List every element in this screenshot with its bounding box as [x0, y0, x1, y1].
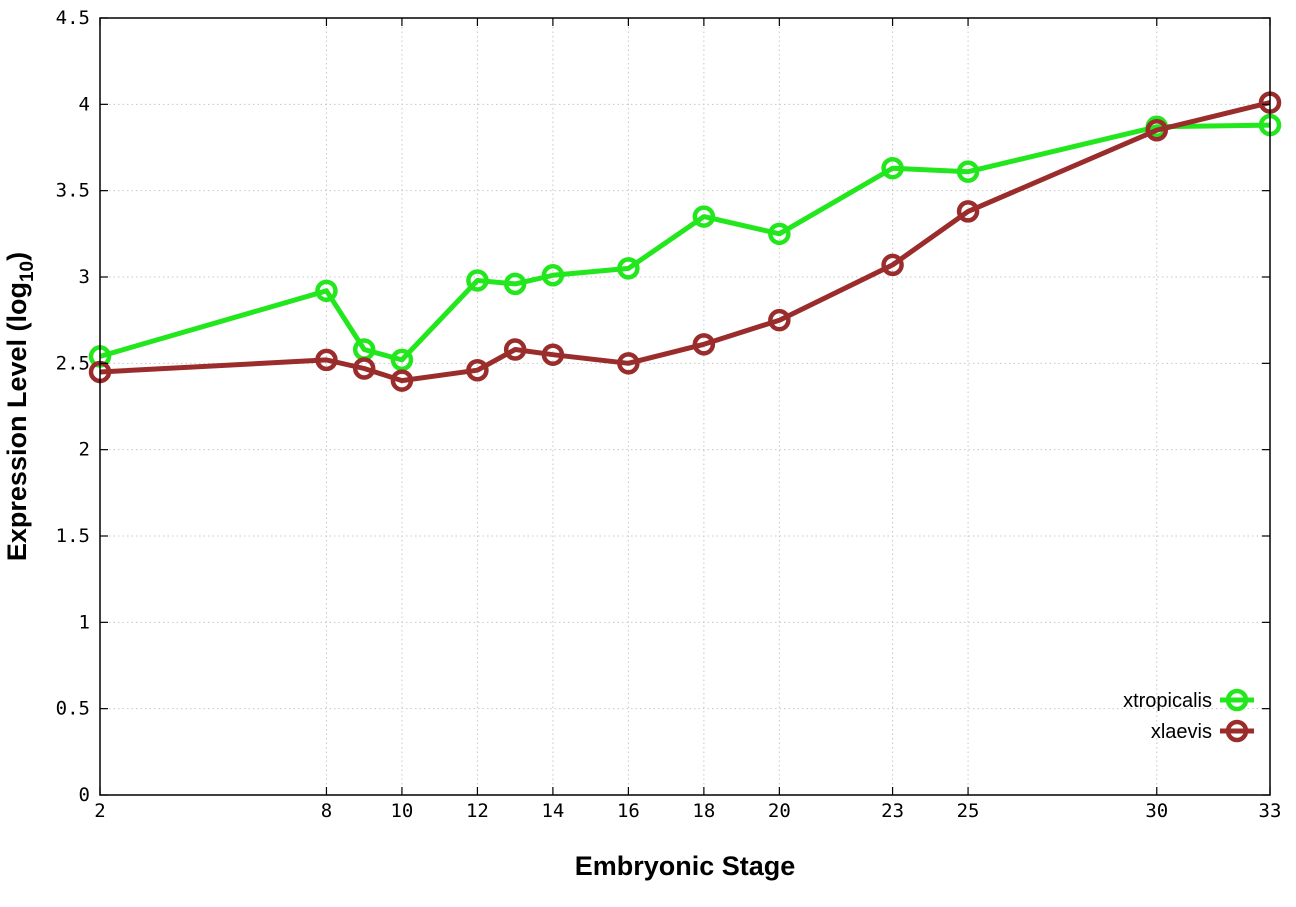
data-point: [956, 160, 980, 183]
plot-frame: [99, 17, 1271, 796]
data-point: [956, 200, 980, 223]
data-point: [768, 222, 791, 246]
legend-label: xtropicalis: [1123, 690, 1212, 712]
x-tick-label: 18: [692, 800, 715, 822]
x-tick-label: 2: [94, 800, 105, 822]
y-axis-title-subscript: 10: [17, 261, 38, 282]
y-tick-label: 0.5: [56, 698, 90, 720]
data-point: [315, 348, 338, 372]
data-point: [466, 358, 489, 382]
data-point: [390, 348, 414, 372]
x-tick-label: 16: [617, 800, 640, 822]
x-tick-label: 33: [1259, 800, 1282, 822]
data-point: [881, 253, 904, 277]
y-tick-label: 2.5: [56, 352, 90, 374]
series-line: [99, 100, 1271, 384]
data-point: [315, 279, 338, 303]
y-axis-title-main: Expression Level (log: [2, 282, 32, 561]
y-axis-title-close: ): [2, 252, 32, 261]
data-point: [768, 308, 791, 332]
data-point: [617, 352, 640, 375]
y-tick-label: 1.5: [56, 525, 90, 547]
x-axis-title: Embryonic Stage: [575, 851, 796, 881]
y-tick-label: 3.5: [56, 180, 90, 202]
y-tick-label: 4.5: [56, 7, 90, 29]
y-tick-label: 1: [79, 611, 90, 633]
series-layer: [88, 91, 1282, 392]
y-tick-label: 0: [79, 784, 90, 806]
data-point: [692, 205, 716, 228]
data-point: [881, 156, 904, 180]
x-tick-label: 8: [321, 800, 332, 822]
data-point: [503, 338, 527, 361]
x-tick-label: 23: [881, 800, 904, 822]
y-tick-label: 2: [79, 439, 90, 461]
data-point: [692, 333, 716, 356]
legend-marker: [1225, 688, 1249, 712]
x-tick-label: 10: [390, 800, 413, 822]
data-point: [466, 269, 489, 292]
data-point: [503, 272, 527, 296]
data-point: [352, 357, 376, 380]
data-point: [541, 264, 565, 287]
x-tick-label: 30: [1145, 800, 1168, 822]
y-axis-title: Expression Level (log10): [2, 252, 38, 561]
x-tick-label: 20: [768, 800, 791, 822]
y-tick-label: 4: [79, 93, 90, 115]
data-point: [617, 257, 640, 280]
legend-label: xlaevis: [1151, 721, 1212, 743]
data-point: [1145, 118, 1169, 142]
y-tick-label: 3: [79, 266, 90, 288]
series-line: [99, 122, 1271, 363]
grid-lines: [100, 18, 1270, 795]
axis-ticks: 0 0.5 1 1.5 2 2.5 3 3.5 4 4.5 2 8 10 12 14 16 18 20 23 25 30…: [56, 7, 1282, 822]
data-point: [390, 369, 414, 392]
legend-marker: [1225, 719, 1249, 743]
data-point: [541, 343, 565, 366]
x-tick-label: 25: [957, 800, 980, 822]
legend: xtropicalis xlaevis: [1123, 688, 1254, 743]
x-tick-label: 12: [466, 800, 489, 822]
x-tick-label: 14: [541, 800, 564, 822]
